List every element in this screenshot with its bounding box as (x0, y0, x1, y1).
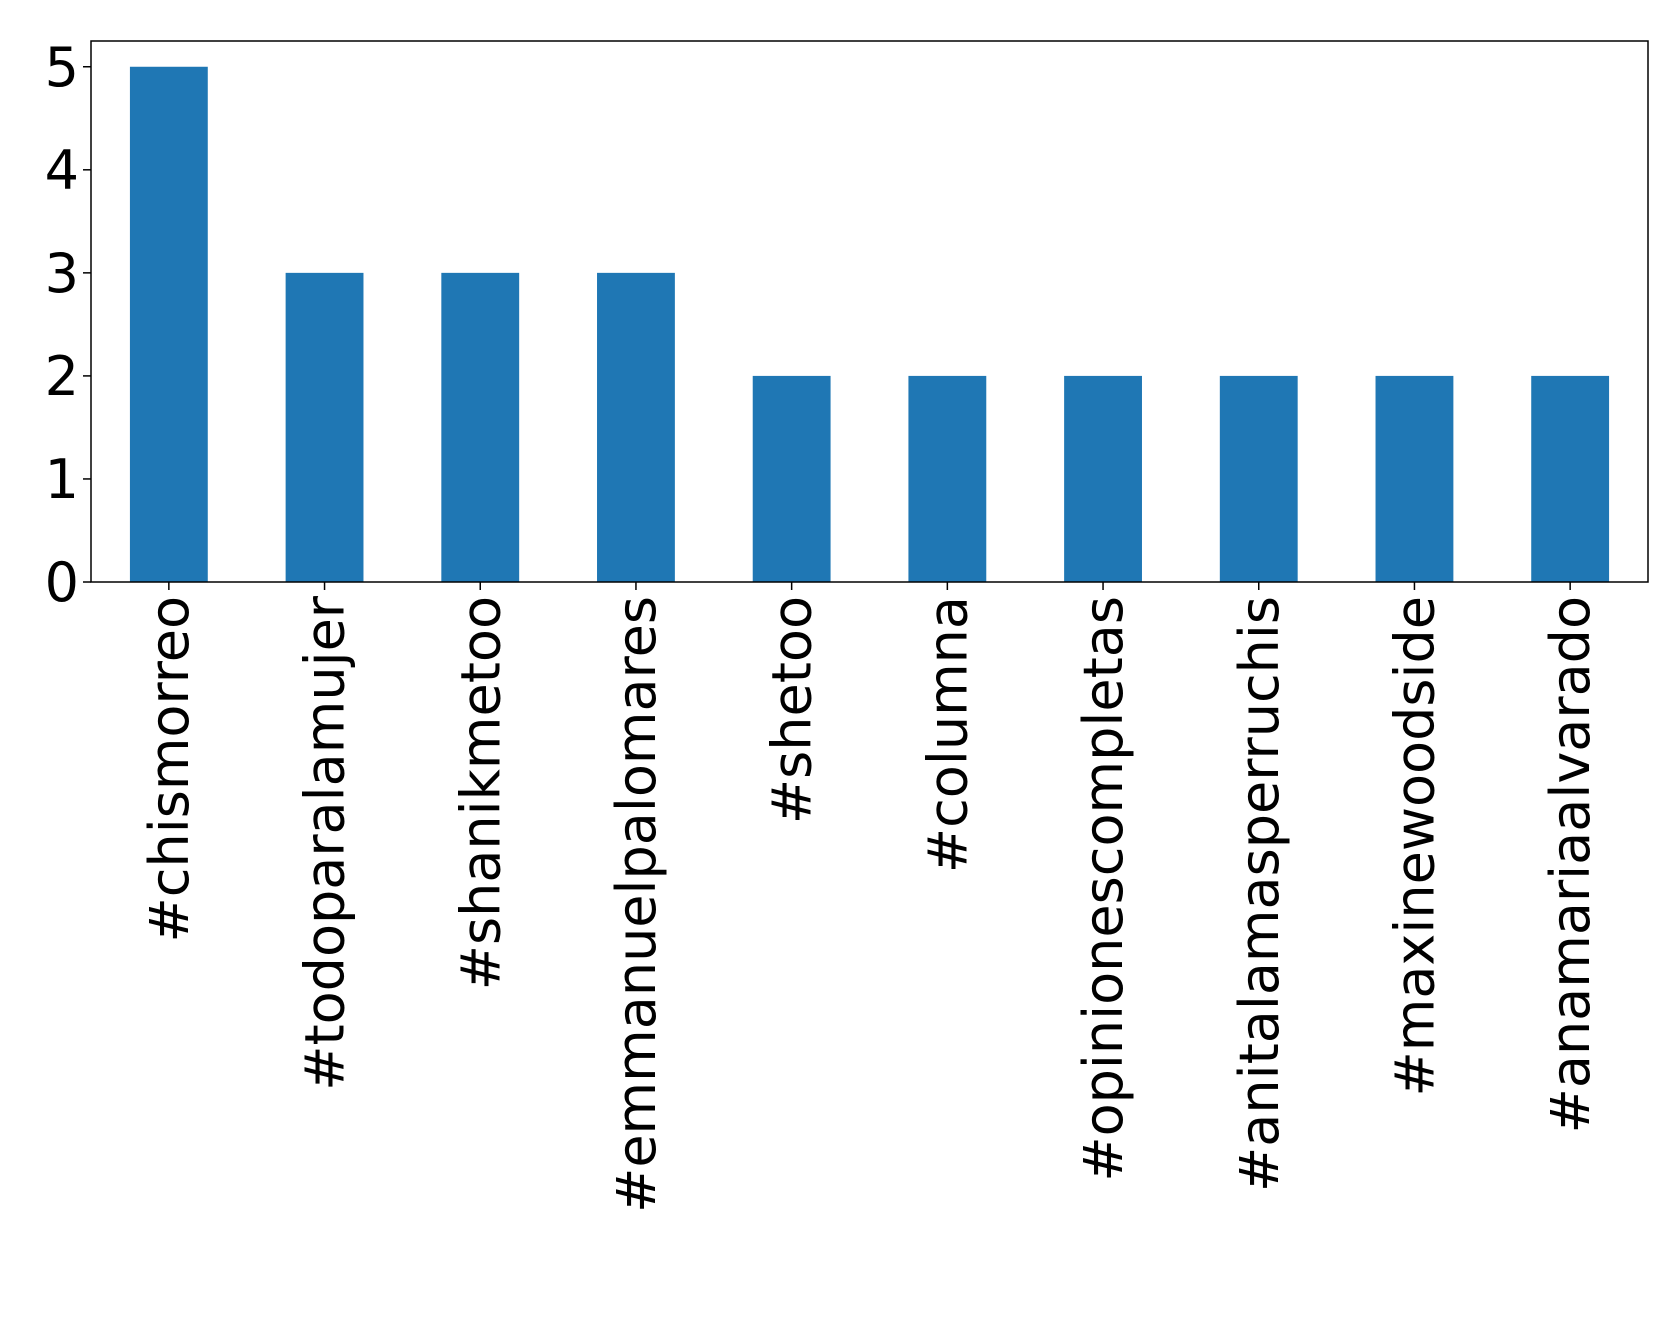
bar (129, 66, 208, 582)
x-tick-label: #opinionescompletas (1072, 596, 1135, 1182)
x-tick-label: #anitalamasperruchis (1228, 596, 1291, 1192)
y-tick-label: 4 (45, 139, 79, 202)
y-tick-label: 2 (45, 345, 79, 408)
x-tick-label: #shetoo (761, 596, 824, 824)
bar (1219, 375, 1298, 582)
bar (752, 375, 831, 582)
bar (908, 375, 987, 582)
x-tick-label: #maxinewoodside (1383, 596, 1446, 1097)
bar (1375, 375, 1454, 582)
bar (285, 272, 364, 582)
plot-frame (90, 40, 1649, 583)
y-tick-label: 5 (45, 36, 79, 99)
y-tick-label: 3 (45, 242, 79, 305)
x-tick-label: #chismorreo (138, 596, 201, 942)
bar (1531, 375, 1610, 582)
x-tick-label: #columna (916, 596, 979, 873)
bar (597, 272, 675, 582)
x-tick-label: #todoparalamujer (294, 595, 357, 1091)
x-tick-label: #shanikmetoo (449, 596, 512, 990)
x-tick-label: #emmanuelpalomares (605, 596, 668, 1213)
y-tick-label: 0 (45, 551, 79, 614)
y-tick-label: 1 (45, 448, 79, 511)
bar (441, 272, 520, 582)
x-tick-label: #anamariaalvarado (1539, 596, 1602, 1133)
bar (1064, 375, 1142, 582)
